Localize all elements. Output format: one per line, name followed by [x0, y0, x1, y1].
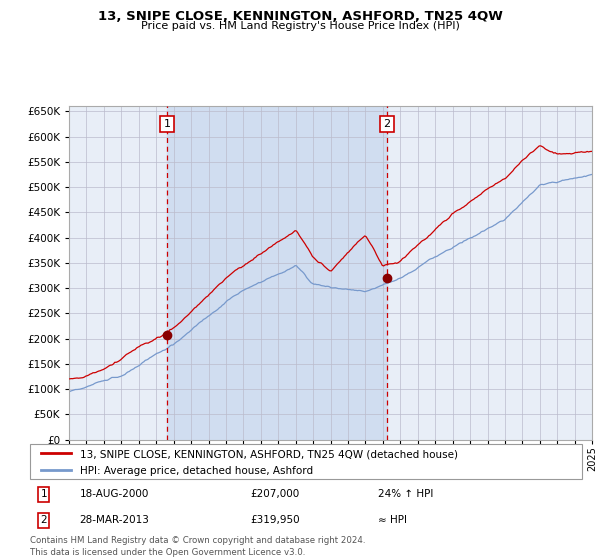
Text: 13, SNIPE CLOSE, KENNINGTON, ASHFORD, TN25 4QW: 13, SNIPE CLOSE, KENNINGTON, ASHFORD, TN…	[98, 10, 502, 22]
Bar	[167, 106, 387, 440]
Text: ≈ HPI: ≈ HPI	[378, 515, 407, 525]
Text: 2: 2	[40, 515, 47, 525]
Text: £207,000: £207,000	[251, 489, 300, 500]
Text: 1: 1	[40, 489, 47, 500]
Text: 18-AUG-2000: 18-AUG-2000	[80, 489, 149, 500]
Text: Contains HM Land Registry data © Crown copyright and database right 2024.
This d: Contains HM Land Registry data © Crown c…	[30, 536, 365, 557]
Text: 13, SNIPE CLOSE, KENNINGTON, ASHFORD, TN25 4QW (detached house): 13, SNIPE CLOSE, KENNINGTON, ASHFORD, TN…	[80, 449, 458, 459]
Text: £319,950: £319,950	[251, 515, 301, 525]
Text: 1: 1	[164, 119, 170, 129]
Text: 24% ↑ HPI: 24% ↑ HPI	[378, 489, 433, 500]
Text: 2: 2	[383, 119, 391, 129]
Text: 28-MAR-2013: 28-MAR-2013	[80, 515, 149, 525]
Text: Price paid vs. HM Land Registry's House Price Index (HPI): Price paid vs. HM Land Registry's House …	[140, 21, 460, 31]
Text: HPI: Average price, detached house, Ashford: HPI: Average price, detached house, Ashf…	[80, 466, 313, 476]
